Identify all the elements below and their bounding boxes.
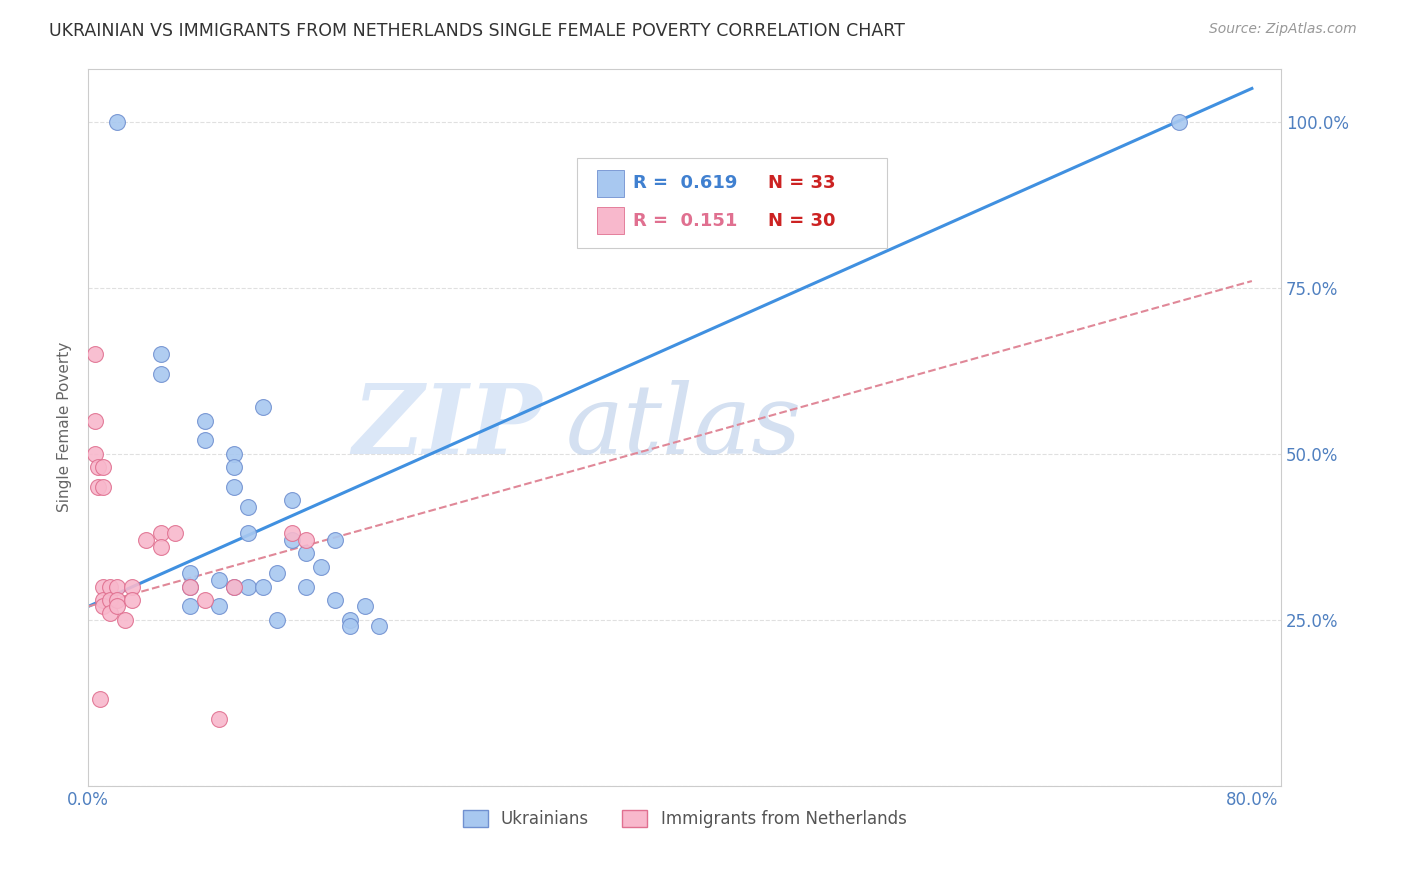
Point: [149, 367, 172, 381]
Point: [105, 580, 128, 594]
Point: [309, 559, 332, 574]
Point: [222, 447, 245, 461]
Text: N = 30: N = 30: [768, 211, 835, 229]
Point: [98, 606, 121, 620]
Point: [222, 580, 245, 594]
Point: [105, 599, 128, 614]
Point: [325, 533, 347, 547]
Point: [179, 599, 201, 614]
Point: [91, 480, 114, 494]
Point: [339, 619, 361, 633]
Text: Source: ZipAtlas.com: Source: ZipAtlas.com: [1209, 22, 1357, 37]
Point: [135, 533, 157, 547]
Point: [149, 540, 172, 554]
Point: [91, 599, 114, 614]
Point: [87, 460, 110, 475]
Point: [281, 493, 304, 508]
Point: [368, 619, 391, 633]
Point: [238, 580, 260, 594]
Point: [208, 573, 231, 587]
Point: [149, 347, 172, 361]
Point: [149, 526, 172, 541]
Point: [121, 592, 143, 607]
Point: [222, 480, 245, 494]
Point: [91, 460, 114, 475]
Point: [84, 347, 107, 361]
Point: [91, 592, 114, 607]
Legend: Ukrainians, Immigrants from Netherlands: Ukrainians, Immigrants from Netherlands: [456, 804, 914, 835]
Point: [87, 480, 110, 494]
Bar: [598, 169, 624, 197]
Point: [295, 580, 318, 594]
Text: R =  0.151: R = 0.151: [633, 211, 738, 229]
Point: [91, 580, 114, 594]
Point: [222, 460, 245, 475]
Point: [193, 434, 215, 448]
Point: [179, 580, 201, 594]
Point: [295, 546, 318, 560]
Point: [114, 613, 136, 627]
Point: [179, 566, 201, 581]
Point: [179, 580, 201, 594]
Point: [238, 500, 260, 514]
Point: [353, 599, 375, 614]
Text: N = 33: N = 33: [768, 174, 835, 193]
Text: ZIP: ZIP: [352, 380, 541, 475]
Y-axis label: Single Female Poverty: Single Female Poverty: [58, 342, 72, 512]
Point: [281, 526, 304, 541]
Point: [266, 566, 288, 581]
Bar: [598, 207, 624, 235]
Point: [222, 580, 245, 594]
Text: atlas: atlas: [565, 380, 801, 475]
Point: [295, 533, 318, 547]
Point: [252, 401, 274, 415]
Point: [105, 592, 128, 607]
Point: [193, 592, 215, 607]
Point: [281, 533, 304, 547]
Text: UKRAINIAN VS IMMIGRANTS FROM NETHERLANDS SINGLE FEMALE POVERTY CORRELATION CHART: UKRAINIAN VS IMMIGRANTS FROM NETHERLANDS…: [49, 22, 905, 40]
Point: [339, 613, 361, 627]
Point: [98, 580, 121, 594]
Point: [208, 712, 231, 726]
Point: [1168, 114, 1191, 128]
Point: [84, 447, 107, 461]
Point: [89, 692, 111, 706]
Point: [84, 413, 107, 427]
Point: [252, 580, 274, 594]
Point: [238, 526, 260, 541]
Point: [165, 526, 187, 541]
Point: [193, 413, 215, 427]
Point: [208, 599, 231, 614]
Point: [105, 114, 128, 128]
FancyBboxPatch shape: [578, 158, 887, 248]
Point: [98, 592, 121, 607]
Point: [325, 592, 347, 607]
Point: [266, 613, 288, 627]
Text: R =  0.619: R = 0.619: [633, 174, 738, 193]
Point: [121, 580, 143, 594]
